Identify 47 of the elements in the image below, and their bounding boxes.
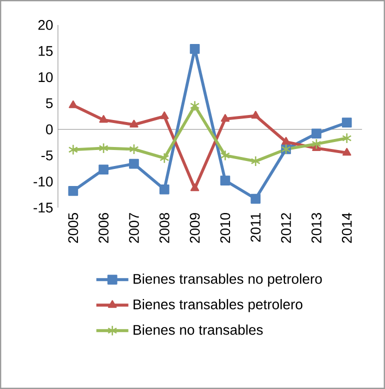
x-tick-label: 2008: [159, 213, 170, 243]
point: [190, 100, 200, 112]
legend-label: Bienes transables no petrolero: [134, 274, 322, 287]
y-tick-label: -10: [34, 176, 53, 187]
y-tick-label: 10: [38, 72, 53, 82]
point: [220, 150, 230, 161]
x-tick-label: 2009: [190, 213, 200, 243]
x-tick-label: 2006: [98, 213, 109, 243]
legend-label: Bienes transables petrolero: [134, 299, 302, 312]
point: [129, 158, 139, 169]
legend-label: Bienes no transables: [134, 324, 263, 335]
point: [282, 136, 290, 145]
x-tick-label: 2013: [311, 213, 322, 243]
x-tick-label: 2007: [129, 213, 139, 243]
x-tick-label: 2011: [250, 213, 261, 242]
x-tick-label: 2005: [68, 212, 78, 243]
point: [98, 164, 108, 174]
point: [220, 114, 230, 122]
point: [250, 194, 261, 204]
point: [342, 118, 352, 128]
point: [130, 120, 138, 128]
point: [312, 138, 322, 150]
point: [98, 142, 108, 154]
point: [311, 128, 322, 138]
point: [190, 44, 200, 54]
y-tick-label: 0: [46, 124, 53, 134]
point: [342, 132, 352, 144]
point: [129, 144, 139, 155]
y-tick-label: 5: [46, 98, 53, 108]
y-tick-label: 15: [38, 46, 53, 56]
point: [99, 115, 108, 123]
point: [190, 183, 200, 192]
point: [250, 156, 260, 167]
x-tick-label: 2012: [281, 213, 291, 243]
x-tick-label: 2014: [342, 212, 352, 243]
point: [220, 176, 230, 186]
point: [159, 184, 170, 194]
point: [68, 186, 78, 196]
point: [160, 111, 169, 120]
x-tick-label: 2010: [220, 212, 230, 243]
point: [68, 144, 78, 156]
point: [160, 152, 170, 164]
point: [251, 110, 260, 119]
point: [342, 148, 352, 156]
y-tick-label: 20: [38, 20, 53, 30]
y-tick-label: -15: [34, 202, 53, 213]
y-tick-label: -5: [41, 150, 53, 160]
